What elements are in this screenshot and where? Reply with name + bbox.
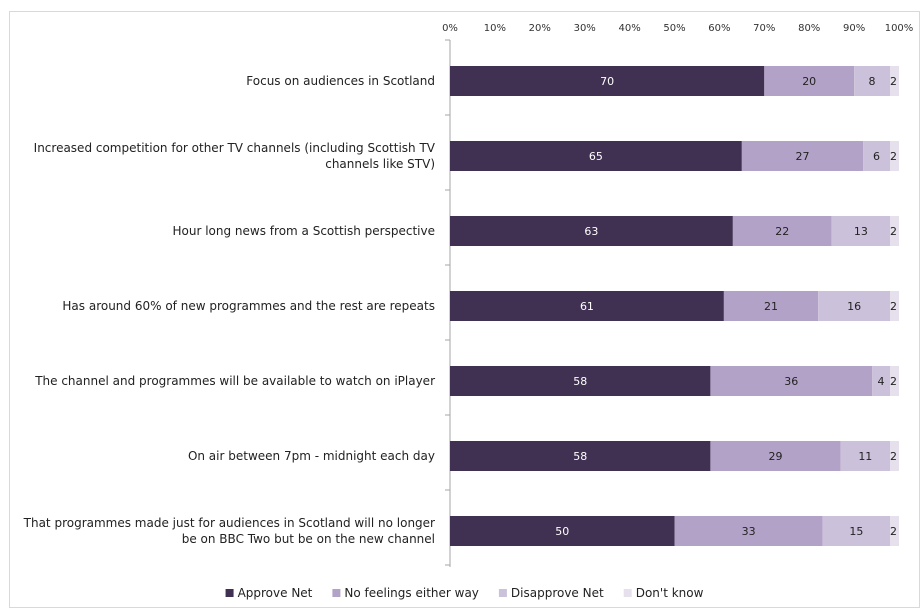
legend-swatch <box>499 589 507 597</box>
data-label: 2 <box>890 150 897 163</box>
category-label: On air between 7pm - midnight each day <box>188 449 435 463</box>
data-label: 21 <box>764 300 778 313</box>
data-label: 70 <box>600 75 614 88</box>
data-label: 50 <box>555 525 569 538</box>
legend-label: Approve Net <box>238 586 313 600</box>
category-label: Focus on audiences in Scotland <box>246 74 435 88</box>
x-tick-label: 30% <box>574 23 596 34</box>
data-label: 65 <box>589 150 603 163</box>
data-label: 20 <box>802 75 816 88</box>
data-label: 8 <box>869 75 876 88</box>
x-tick-label: 60% <box>708 23 730 34</box>
x-tick-label: 0% <box>442 23 458 34</box>
data-label: 2 <box>890 525 897 538</box>
x-tick-label: 70% <box>753 23 775 34</box>
legend: Approve Net No feelings either way Disappr… <box>226 586 704 600</box>
data-label: 36 <box>784 375 798 388</box>
x-tick-label: 20% <box>529 23 551 34</box>
x-tick-label: 10% <box>484 23 506 34</box>
data-label: 2 <box>890 300 897 313</box>
category-label: Hour long news from a Scottish perspecti… <box>173 224 436 238</box>
data-label: 61 <box>580 300 594 313</box>
legend-swatch <box>226 589 234 597</box>
data-label: 11 <box>858 450 872 463</box>
data-label: 63 <box>584 225 598 238</box>
category-label: That programmes made just for audiences … <box>23 516 435 546</box>
category-label: Has around 60% of new programmes and the… <box>62 299 435 313</box>
legend-label: No feelings either way <box>344 586 479 600</box>
category-axis <box>445 40 450 567</box>
x-tick-label: 90% <box>843 23 865 34</box>
legend-swatch <box>332 589 340 597</box>
x-axis-ticks: 0% 10% 20% 30% 40% 50% 60% 70% 80% 90% 100% <box>442 23 913 34</box>
data-label: 2 <box>890 450 897 463</box>
data-label: 27 <box>795 150 809 163</box>
bar-segments <box>450 66 899 546</box>
x-tick-label: 100% <box>885 23 914 34</box>
category-labels: Focus on audiences in Scotland Increased … <box>23 74 436 546</box>
data-label: 2 <box>890 375 897 388</box>
legend-label: Don't know <box>636 586 704 600</box>
x-tick-label: 50% <box>663 23 685 34</box>
category-label: Increased competition for other TV chann… <box>34 141 436 171</box>
data-label: 4 <box>878 375 885 388</box>
x-tick-label: 40% <box>618 23 640 34</box>
data-label: 15 <box>849 525 863 538</box>
legend-label: Disapprove Net <box>511 586 604 600</box>
data-label: 2 <box>890 225 897 238</box>
data-label: 16 <box>847 300 861 313</box>
legend-swatch <box>624 589 632 597</box>
data-label: 2 <box>890 75 897 88</box>
data-label: 6 <box>873 150 880 163</box>
data-label: 58 <box>573 450 587 463</box>
data-label: 22 <box>775 225 789 238</box>
data-label: 33 <box>742 525 756 538</box>
data-label: 13 <box>854 225 868 238</box>
category-label: The channel and programmes will be avail… <box>34 374 435 388</box>
data-label: 58 <box>573 375 587 388</box>
data-label: 29 <box>769 450 783 463</box>
x-tick-label: 80% <box>798 23 820 34</box>
